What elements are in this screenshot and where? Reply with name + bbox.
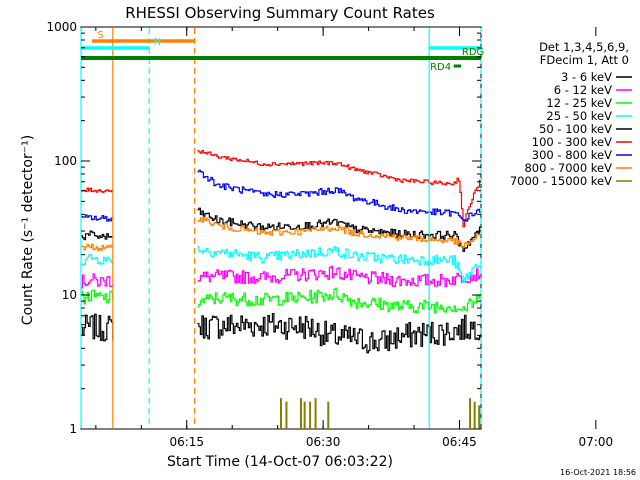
series-12-25-kev	[81, 287, 482, 314]
x-tick-label-06-15: 06:15	[169, 435, 204, 449]
series-3-6-kev	[81, 313, 482, 354]
legend-header-line-2: FDecim 1, Att 0	[540, 53, 629, 67]
series-25-50-kev-segment-1	[81, 254, 114, 266]
legend-label-800-7000-kev: 800 - 7000 keV	[524, 161, 612, 175]
legend-header-line-1: Det 1,3,4,5,6,9,	[539, 40, 629, 54]
series-100-300-kev-segment-1	[81, 187, 114, 193]
legend-label-3-6-kev: 3 - 6 keV	[561, 70, 612, 84]
y-tick-label-1: 1	[69, 422, 77, 436]
series-25-50-kev	[81, 245, 482, 283]
series-50-100-kev-segment-2	[197, 207, 482, 252]
series-6-12-kev	[81, 266, 482, 289]
x-tick-label-06-30: 06:30	[306, 435, 341, 449]
y-tick-label-10: 10	[62, 288, 77, 302]
series-12-25-kev-segment-1	[81, 289, 114, 305]
legend-label-100-300-kev: 100 - 300 keV	[532, 135, 612, 149]
series-100-300-kev-segment-2	[197, 150, 482, 228]
x-tick-label-07-00: 07:00	[579, 435, 614, 449]
flag-bar-rd4-label: RD4	[430, 62, 451, 73]
x-axis-label: Start Time (14-Oct-07 06:03:22)	[167, 454, 393, 470]
series-100-300-kev	[81, 150, 482, 228]
series-300-800-kev	[81, 169, 482, 222]
legend-label-6-12-kev: 6 - 12 keV	[554, 83, 612, 97]
flag-bar-n-label: N	[154, 37, 161, 48]
series-50-100-kev-segment-1	[81, 230, 114, 241]
legend-label-7000-15000-kev: 7000 - 15000 keV	[510, 174, 612, 188]
flag-bar-rdg-label: RDG	[462, 47, 484, 58]
y-tick-label-1000: 1000	[46, 20, 77, 34]
y-axis-label: Count Rate (s⁻¹ detector⁻¹)	[20, 135, 36, 325]
series-6-12-kev-segment-2	[197, 266, 482, 288]
legend: Det 1,3,4,5,6,9, FDecim 1, Att 0 3 - 6 k…	[510, 40, 632, 188]
series-7000-15000-kev	[280, 398, 481, 429]
footer-timestamp: 16-Oct-2021 18:56	[560, 468, 636, 477]
series-50-100-kev	[81, 207, 482, 252]
x-tick-label-06-45: 06:45	[442, 435, 477, 449]
series-800-7000-kev-segment-1	[81, 243, 114, 252]
series-300-800-kev-segment-1	[81, 214, 114, 222]
series-3-6-kev-segment-1	[81, 313, 114, 342]
chart-title: RHESSI Observing Summary Count Rates	[125, 4, 435, 22]
series-25-50-kev-segment-2	[197, 245, 482, 283]
legend-label-50-100-kev: 50 - 100 keV	[539, 122, 612, 136]
series-3-6-kev-segment-2	[197, 313, 482, 354]
series-6-12-kev-segment-1	[81, 273, 114, 289]
flag-bar-s-label: S	[97, 30, 103, 41]
y-tick-label-100: 100	[54, 154, 77, 168]
series-800-7000-kev	[81, 216, 482, 252]
series-800-7000-kev-segment-2	[197, 216, 482, 248]
legend-label-300-800-kev: 300 - 800 keV	[532, 148, 612, 162]
legend-label-12-25-kev: 12 - 25 keV	[546, 96, 612, 110]
series-300-800-kev-segment-2	[197, 169, 482, 222]
legend-label-25-50-kev: 25 - 50 keV	[546, 109, 612, 123]
series-12-25-kev-segment-2	[197, 287, 482, 314]
